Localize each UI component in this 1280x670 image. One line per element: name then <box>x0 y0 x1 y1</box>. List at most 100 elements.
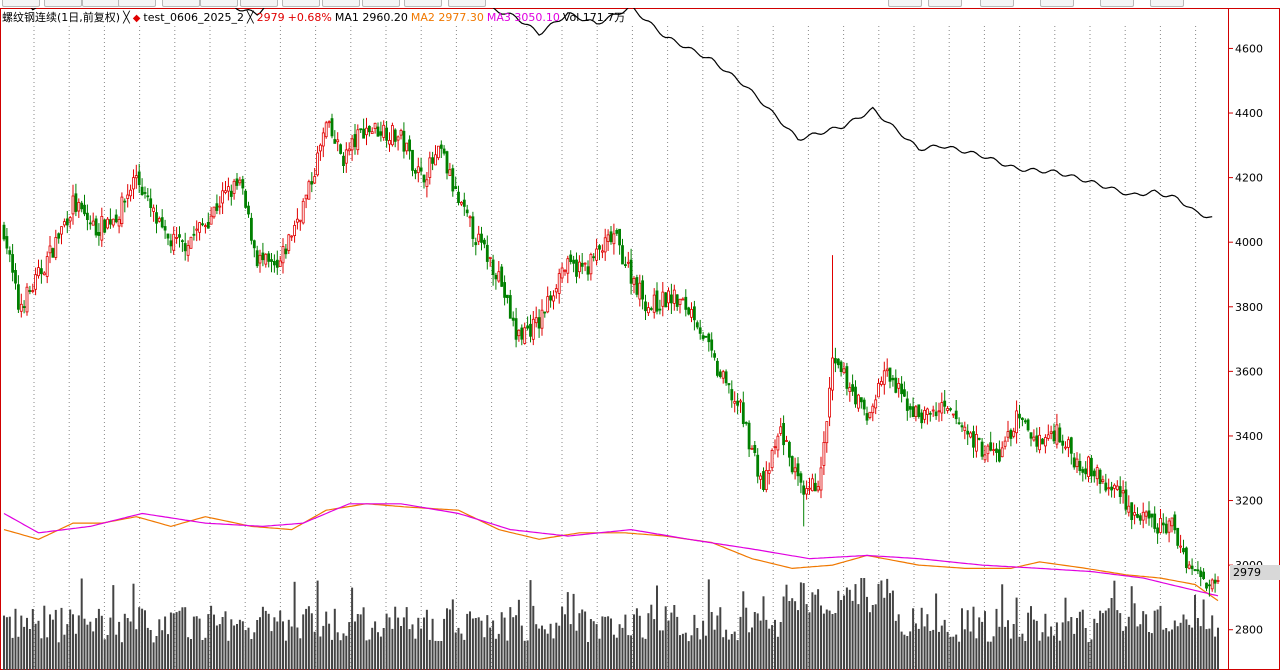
candle-up <box>776 435 780 451</box>
volume-bar <box>336 632 339 670</box>
volume-bar <box>940 625 943 670</box>
toolbar-button[interactable] <box>980 0 1014 7</box>
toolbar-button[interactable] <box>362 0 400 7</box>
candle-up <box>759 475 762 480</box>
volume-bar <box>374 621 377 670</box>
candle-down <box>598 245 601 250</box>
toolbar-button[interactable] <box>888 0 922 7</box>
candle-down <box>241 179 245 189</box>
toolbar-button[interactable] <box>162 0 200 7</box>
volume-bar <box>1007 620 1009 670</box>
volume-bar <box>100 615 103 670</box>
y-tick-label: 3800 <box>1235 301 1263 314</box>
volume-bar <box>319 636 322 670</box>
toolbar-button[interactable] <box>928 0 962 7</box>
candle-down <box>462 199 466 207</box>
candle-down <box>1018 413 1021 419</box>
volume-bar <box>529 580 532 670</box>
candle-up <box>1133 512 1136 516</box>
candle-down <box>1110 486 1113 491</box>
candle-down <box>624 264 627 267</box>
volume-bar <box>259 617 261 670</box>
volume-bar <box>543 629 546 670</box>
toolbar-button[interactable] <box>448 0 486 7</box>
candle-down <box>201 223 204 226</box>
candle-down <box>255 250 259 267</box>
volume-bar <box>981 621 984 670</box>
ma3-value: MA3 3050.10 <box>486 11 560 24</box>
toolbar-button[interactable] <box>1100 0 1134 7</box>
candle-down <box>655 290 659 312</box>
volume-bar <box>172 613 175 670</box>
candle-down <box>707 333 711 343</box>
candle-down <box>178 234 181 238</box>
candle-up <box>1113 484 1116 489</box>
candle-up <box>68 217 72 222</box>
volume-bar <box>891 590 894 670</box>
volume-bar <box>201 640 204 670</box>
candle-down <box>267 253 271 262</box>
candle-up <box>221 190 225 204</box>
remove-compare-icon-2[interactable]: ╳ <box>247 11 254 24</box>
toolbar-button[interactable] <box>1150 0 1184 7</box>
candle-up <box>132 177 135 190</box>
volume-bar <box>805 604 808 670</box>
toolbar-button[interactable] <box>118 0 156 7</box>
candle-down <box>960 425 964 428</box>
candle-up <box>488 256 492 259</box>
candle-up <box>808 487 811 490</box>
toolbar-button[interactable] <box>200 0 238 7</box>
candle-up <box>436 145 440 159</box>
toolbar-button[interactable] <box>44 0 82 7</box>
toolbar-button[interactable] <box>404 0 442 7</box>
candle-down <box>572 259 575 264</box>
volume-bar <box>584 611 587 670</box>
volume-bar <box>725 629 728 670</box>
volume-bar <box>897 614 900 670</box>
volume-bar <box>115 634 118 670</box>
candle-down <box>549 295 552 301</box>
candle-up <box>940 402 944 414</box>
volume-bar <box>1122 630 1125 670</box>
toolbar-button[interactable] <box>1040 0 1074 7</box>
volume-bar <box>354 621 356 670</box>
candle-down <box>180 240 184 243</box>
volume-bar <box>1165 628 1168 670</box>
chart-svg[interactable]: 2800300032003400360038004000420044004600 <box>0 8 1280 670</box>
volume-bar <box>1038 640 1041 670</box>
volume-bar <box>515 615 518 670</box>
toolbar-button[interactable] <box>322 0 360 7</box>
candle-up <box>793 467 797 473</box>
volume-bar <box>923 626 926 670</box>
candle-down <box>457 191 460 203</box>
toolbar-button[interactable] <box>82 0 120 7</box>
remove-compare-icon[interactable]: ╳ <box>123 11 130 24</box>
toolbar-button[interactable] <box>2 0 40 7</box>
toolbar <box>0 0 1280 8</box>
volume-bar <box>880 580 883 670</box>
candle-up <box>733 401 737 404</box>
volume-bar <box>972 606 975 670</box>
candle-down <box>330 118 334 137</box>
candle-up <box>106 218 109 229</box>
candle-down <box>1104 482 1108 491</box>
candle-up <box>770 449 774 469</box>
candle-down <box>14 269 17 284</box>
candle-up <box>612 233 616 245</box>
volume-bar <box>106 635 109 670</box>
candle-up <box>1006 431 1010 438</box>
candle-up <box>583 262 587 265</box>
volume-bar <box>963 629 966 670</box>
candle-up <box>557 273 561 294</box>
candle-up <box>365 127 368 136</box>
candle-down <box>508 295 512 319</box>
volume-layer <box>3 578 1219 670</box>
candle-up <box>321 132 325 147</box>
candle-down <box>998 449 1001 462</box>
toolbar-button[interactable] <box>282 0 320 7</box>
volume-bar <box>1044 613 1047 670</box>
candle-down <box>1118 486 1122 498</box>
candle-up <box>264 253 268 265</box>
toolbar-button[interactable] <box>240 0 278 7</box>
candle-up <box>1049 431 1053 434</box>
